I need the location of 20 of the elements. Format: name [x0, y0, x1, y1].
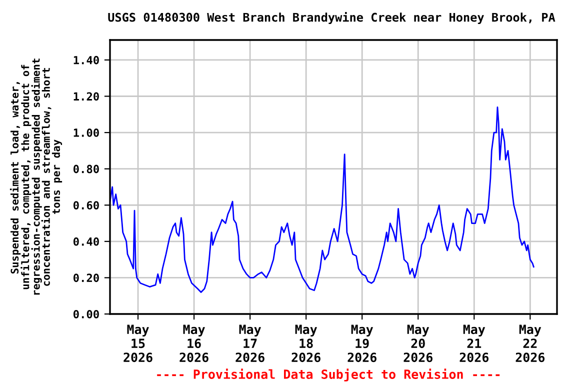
text: ---- Provisional Data Subject to Revision ---- — [157, 368, 500, 382]
x-tick-label: May 16 2026 — [180, 324, 208, 362]
y-axis-title: Suspended sediment load, water, unfiltered, computed, the product of regression-computed suspended sediment concentration and streamflow, short tons per day — [10, 58, 62, 295]
line-series — [110, 106, 534, 293]
x-tick-label: May 19 2026 — [348, 324, 376, 362]
y-tick-label: 1.20 — [74, 92, 99, 101]
x-tick-label: May 20 2026 — [404, 324, 432, 362]
y-tick-label: 1.00 — [74, 128, 99, 137]
x-tick-label: May 22 2026 — [516, 324, 545, 362]
x-tick-label: May 17 2026 — [236, 324, 264, 362]
chart-title: USGS 01480300 West Branch Brandywine Creek near Honey Brook, PA — [108, 12, 556, 24]
y-tick-label: 1.40 — [74, 56, 99, 64]
y-tick-label: 0.20 — [73, 274, 99, 282]
x-tick-label: May 21 2026 — [460, 324, 489, 362]
y-tick-label: 0.00 — [73, 310, 99, 318]
x-tick-label: May 18 2026 — [292, 324, 320, 362]
y-tick-label: 0.60 — [73, 201, 99, 210]
x-tick-label: May 15 2026 — [124, 324, 152, 362]
y-tick-label: 0.80 — [73, 164, 99, 174]
y-tick-label: 0.40 — [73, 237, 99, 246]
